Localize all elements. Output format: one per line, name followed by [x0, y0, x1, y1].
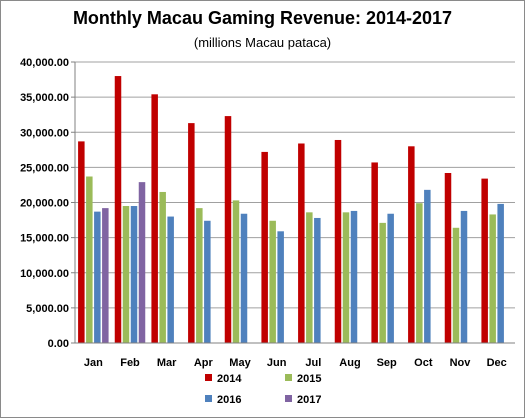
- bar-2016-Oct: [424, 189, 431, 343]
- x-tick-label: Nov: [450, 357, 472, 369]
- bar-2015-Nov: [452, 227, 460, 343]
- legend-swatch-2016: [205, 395, 212, 402]
- bar-2015-Mar: [159, 191, 166, 343]
- bar-2014-Apr: [188, 123, 195, 344]
- legend-label-2014: 2014: [217, 373, 242, 385]
- y-tick-label: 15,000.00: [20, 233, 69, 245]
- bar-2016-Mar: [167, 216, 174, 343]
- x-tick-label: Dec: [487, 357, 507, 369]
- bar-2015-Jun: [269, 220, 276, 343]
- bar-2016-Feb: [130, 206, 138, 343]
- bar-2014-Mar: [151, 94, 158, 343]
- bar-2014-Dec: [481, 178, 488, 343]
- x-tick-label: Sep: [377, 357, 397, 369]
- x-tick-label: Mar: [157, 357, 177, 369]
- x-tick-label: May: [229, 357, 251, 369]
- bar-2016-Dec: [497, 203, 504, 343]
- bar-2016-Apr: [204, 220, 211, 343]
- x-tick-label: Oct: [414, 357, 433, 369]
- bar-2016-Jul: [314, 217, 321, 343]
- bar-2015-Sep: [379, 222, 386, 343]
- bar-2015-Jan: [86, 176, 93, 343]
- legend-label-2016: 2016: [217, 394, 241, 406]
- legend-label-2017: 2017: [297, 394, 321, 406]
- bar-2016-May: [240, 213, 248, 343]
- legend: 2014 2015 2016 2017: [205, 373, 321, 406]
- legend-swatch-2015: [285, 374, 292, 381]
- bar-2016-Jun: [277, 231, 284, 343]
- y-tick-label: 20,000.00: [20, 198, 69, 210]
- x-tick-label: Feb: [120, 357, 140, 369]
- bar-2014-Feb: [114, 76, 122, 344]
- bar-2014-Sep: [371, 162, 378, 343]
- bar-2016-Aug: [350, 210, 358, 343]
- x-tick-labels: Jan Feb Mar Apr May Jun Jul Aug Sep Oct Nov Dec: [84, 357, 507, 369]
- bar-2014-Jul: [298, 143, 305, 343]
- bar-2017-Feb: [138, 182, 146, 343]
- bar-2016-Jan: [94, 211, 101, 343]
- bar-2015-Feb: [122, 206, 130, 343]
- axes: [74, 62, 515, 344]
- legend-swatch-2017: [285, 395, 292, 402]
- bar-2016-Nov: [460, 210, 468, 343]
- y-tick-labels: 0.00 5,000.00 10,000.00 15,000.00 20,000.00 2…: [20, 57, 69, 350]
- bar-2015-Apr: [196, 208, 203, 343]
- bar-2014-Nov: [444, 172, 452, 343]
- legend-swatch-2014: [205, 374, 212, 381]
- y-tick-label: 10,000.00: [20, 268, 69, 280]
- legend-label-2015: 2015: [297, 373, 321, 385]
- x-tick-label: Apr: [194, 357, 214, 369]
- bars: [78, 76, 504, 344]
- x-tick-label: Jan: [84, 357, 103, 369]
- y-tick-label: 40,000.00: [20, 57, 69, 69]
- bar-2014-May: [224, 116, 232, 343]
- bar-2015-Jul: [306, 212, 313, 343]
- bar-2015-Dec: [489, 214, 496, 343]
- bar-2015-Oct: [416, 203, 423, 343]
- y-tick-label: 25,000.00: [20, 162, 69, 174]
- y-tick-label: 0.00: [48, 338, 69, 350]
- chart-subtitle: (millions Macau pataca): [193, 35, 332, 50]
- x-tick-label: Aug: [339, 357, 360, 369]
- bar-2014-Aug: [334, 139, 342, 343]
- y-tick-label: 35,000.00: [20, 92, 69, 104]
- bar-2014-Jun: [261, 151, 268, 343]
- x-tick-label: Jul: [305, 357, 321, 369]
- bar-2017-Jan: [102, 208, 109, 343]
- bar-2015-May: [232, 200, 240, 343]
- y-tick-label: 30,000.00: [20, 127, 69, 139]
- bar-2015-Aug: [342, 212, 350, 343]
- y-tick-label: 5,000.00: [26, 303, 69, 315]
- bar-2014-Oct: [408, 146, 415, 343]
- x-tick-label: Jun: [267, 357, 287, 369]
- chart-title: Monthly Macau Gaming Revenue: 2014-2017: [72, 8, 453, 28]
- gridlines: [71, 61, 515, 344]
- bar-2014-Jan: [78, 141, 85, 343]
- bar-2016-Sep: [387, 213, 394, 343]
